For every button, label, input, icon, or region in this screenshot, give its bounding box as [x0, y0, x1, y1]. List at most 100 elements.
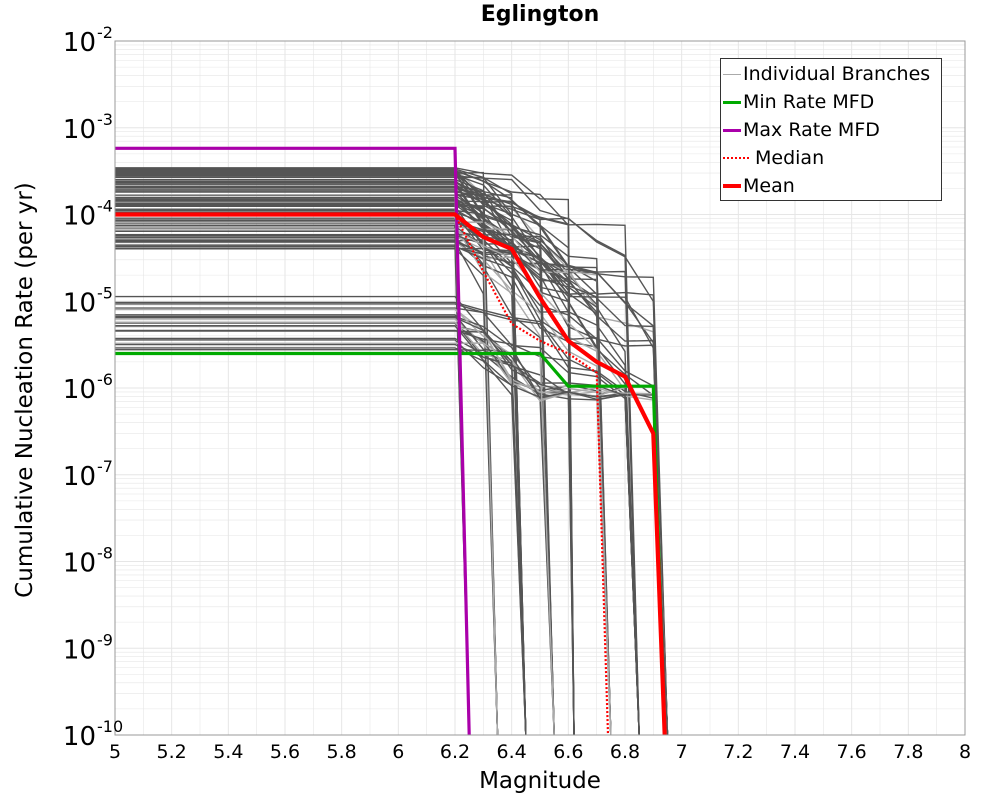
plot-frame: [114, 40, 966, 736]
min-rate-mfd-line: [115, 351, 667, 736]
branch-line: [115, 303, 669, 736]
x-tick-label: 5.2: [157, 741, 187, 763]
branch-line: [115, 189, 669, 736]
y-tick-label: 10: [63, 115, 96, 145]
branch-line: [115, 169, 470, 736]
branch-line: [115, 171, 527, 736]
branch-line: [115, 186, 527, 736]
branch-line: [115, 349, 640, 736]
axes: [114, 40, 966, 736]
branch-line: [115, 325, 669, 736]
branch-line: [115, 204, 612, 736]
branch-line: [115, 245, 669, 736]
branch-line: [115, 168, 527, 736]
y-tick-label: 10: [63, 462, 96, 492]
branch-line: [115, 194, 669, 736]
branch-line: [115, 308, 669, 736]
y-tick-exponent: -9: [97, 630, 113, 649]
branch-line: [115, 301, 640, 736]
y-axis-label: Cumulative Nucleation Rate (per yr): [12, 182, 38, 598]
x-tick-label: 7.8: [893, 741, 923, 763]
branch-line: [115, 172, 499, 736]
x-tick-label: 7: [676, 741, 688, 763]
branch-line: [115, 234, 470, 736]
branch-line: [115, 237, 575, 736]
branch-line: [115, 209, 612, 736]
branch-line: [115, 322, 640, 736]
branch-line: [115, 202, 612, 736]
y-tick-label: 10: [63, 28, 96, 58]
x-tick-label: 7.4: [780, 741, 810, 763]
branch-line: [115, 169, 669, 736]
y-tick-exponent: -5: [97, 283, 113, 302]
max-rate-mfd-line: [115, 146, 471, 736]
branch-line: [115, 224, 640, 736]
x-tick-label: 7.6: [837, 741, 867, 763]
branch-line: [115, 342, 669, 736]
branch-line: [115, 187, 640, 736]
branch-line: [115, 185, 470, 736]
legend: Individual Branches Min Rate MFD Max Rat…: [720, 58, 942, 201]
branch-line: [115, 173, 499, 736]
x-tick-label: 6.8: [610, 741, 640, 763]
individual-branches: [115, 167, 669, 736]
legend-label: Min Rate MFD: [743, 91, 875, 113]
tick-labels: 5 5.2 5.4 5.6 5.8 6 6.2 6.4 6.6 6.8 7 7.2 7.4 7.6 7.8 8…: [63, 23, 971, 763]
y-tick-exponent: -10: [97, 717, 123, 736]
branch-line: [115, 330, 640, 736]
y-tick-exponent: -4: [97, 197, 113, 216]
branch-line: [115, 307, 640, 736]
x-tick-label: 7.2: [723, 741, 753, 763]
branch-line: [115, 316, 640, 736]
branch-line: [115, 234, 612, 736]
y-tick-exponent: -2: [97, 23, 113, 42]
branch-line: [115, 308, 555, 736]
chart-title: Eglington: [480, 2, 600, 27]
branch-line: [115, 171, 499, 736]
y-tick-exponent: -7: [97, 457, 113, 476]
branch-line: [115, 167, 669, 736]
branch-line: [115, 193, 470, 736]
branch-line: [115, 189, 470, 736]
y-tick-label: 10: [63, 722, 96, 752]
x-tick-label: 5.6: [270, 741, 300, 763]
branch-line: [115, 171, 499, 736]
x-tick-label: 6: [392, 741, 404, 763]
x-tick-label: 5.4: [213, 741, 243, 763]
x-tick-label: 5: [109, 741, 121, 763]
x-tick-label: 6.2: [440, 741, 470, 763]
branch-line: [115, 246, 669, 736]
branch-line: [115, 199, 470, 736]
legend-swatch-individual-branches: [723, 74, 741, 75]
legend-label: Max Rate MFD: [743, 119, 880, 141]
legend-swatch-median: [723, 157, 749, 159]
branch-line: [115, 200, 499, 736]
branch-line: [115, 201, 470, 736]
legend-label: Median: [755, 147, 825, 169]
branch-line: [115, 337, 612, 736]
y-tick-exponent: -6: [97, 370, 113, 389]
summary-series: [115, 146, 667, 736]
x-axis-label: Magnitude: [479, 768, 601, 794]
y-tick-label: 10: [63, 202, 96, 232]
branch-line: [115, 180, 555, 736]
branch-line: [115, 209, 470, 736]
y-tick-label: 10: [63, 288, 96, 318]
branch-line: [115, 200, 499, 736]
x-tick-label: 6.4: [497, 741, 527, 763]
legend-swatch-max-rate: [723, 129, 741, 132]
legend-swatch-mean: [723, 184, 741, 188]
branch-line: [115, 169, 669, 736]
y-tick-label: 10: [63, 635, 96, 665]
y-tick-exponent: -8: [97, 544, 113, 563]
y-tick-label: 10: [63, 549, 96, 579]
branch-line: [115, 176, 527, 736]
legend-label: Individual Branches: [743, 63, 931, 85]
legend-swatch-min-rate: [723, 101, 741, 104]
branch-line: [115, 315, 669, 736]
branch-line: [115, 191, 575, 736]
y-tick-label: 10: [63, 375, 96, 405]
x-tick-label: 8: [959, 741, 971, 763]
x-tick-label: 5.8: [327, 741, 357, 763]
